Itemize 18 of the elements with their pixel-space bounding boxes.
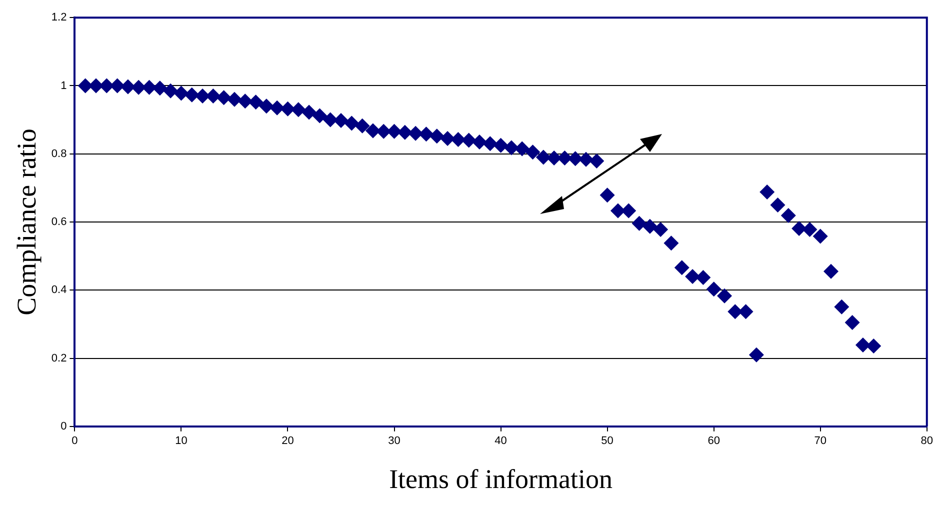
x-tick-label: 40 — [494, 435, 507, 448]
y-tick-label: 0 — [60, 420, 67, 432]
x-tick-label: 30 — [388, 435, 400, 448]
y-tick-label: 1.2 — [51, 12, 67, 24]
y-tick-label: 0.8 — [51, 148, 67, 160]
x-axis-title: Items of information — [389, 464, 614, 494]
x-tick-label: 60 — [708, 435, 720, 448]
y-tick-label: 0.6 — [51, 216, 67, 228]
x-tick-label: 70 — [814, 435, 826, 448]
x-tick-label: 80 — [920, 435, 934, 448]
y-tick-label: 0.4 — [51, 284, 67, 296]
y-axis-title: Compliance ratio — [11, 128, 42, 316]
y-tick-label: 1 — [60, 80, 67, 92]
x-tick-label: 0 — [72, 435, 78, 448]
y-tick-label: 0.2 — [51, 352, 67, 364]
x-tick-label: 50 — [601, 435, 614, 448]
x-tick-label: 10 — [175, 435, 188, 448]
x-tick-label: 20 — [282, 435, 294, 448]
